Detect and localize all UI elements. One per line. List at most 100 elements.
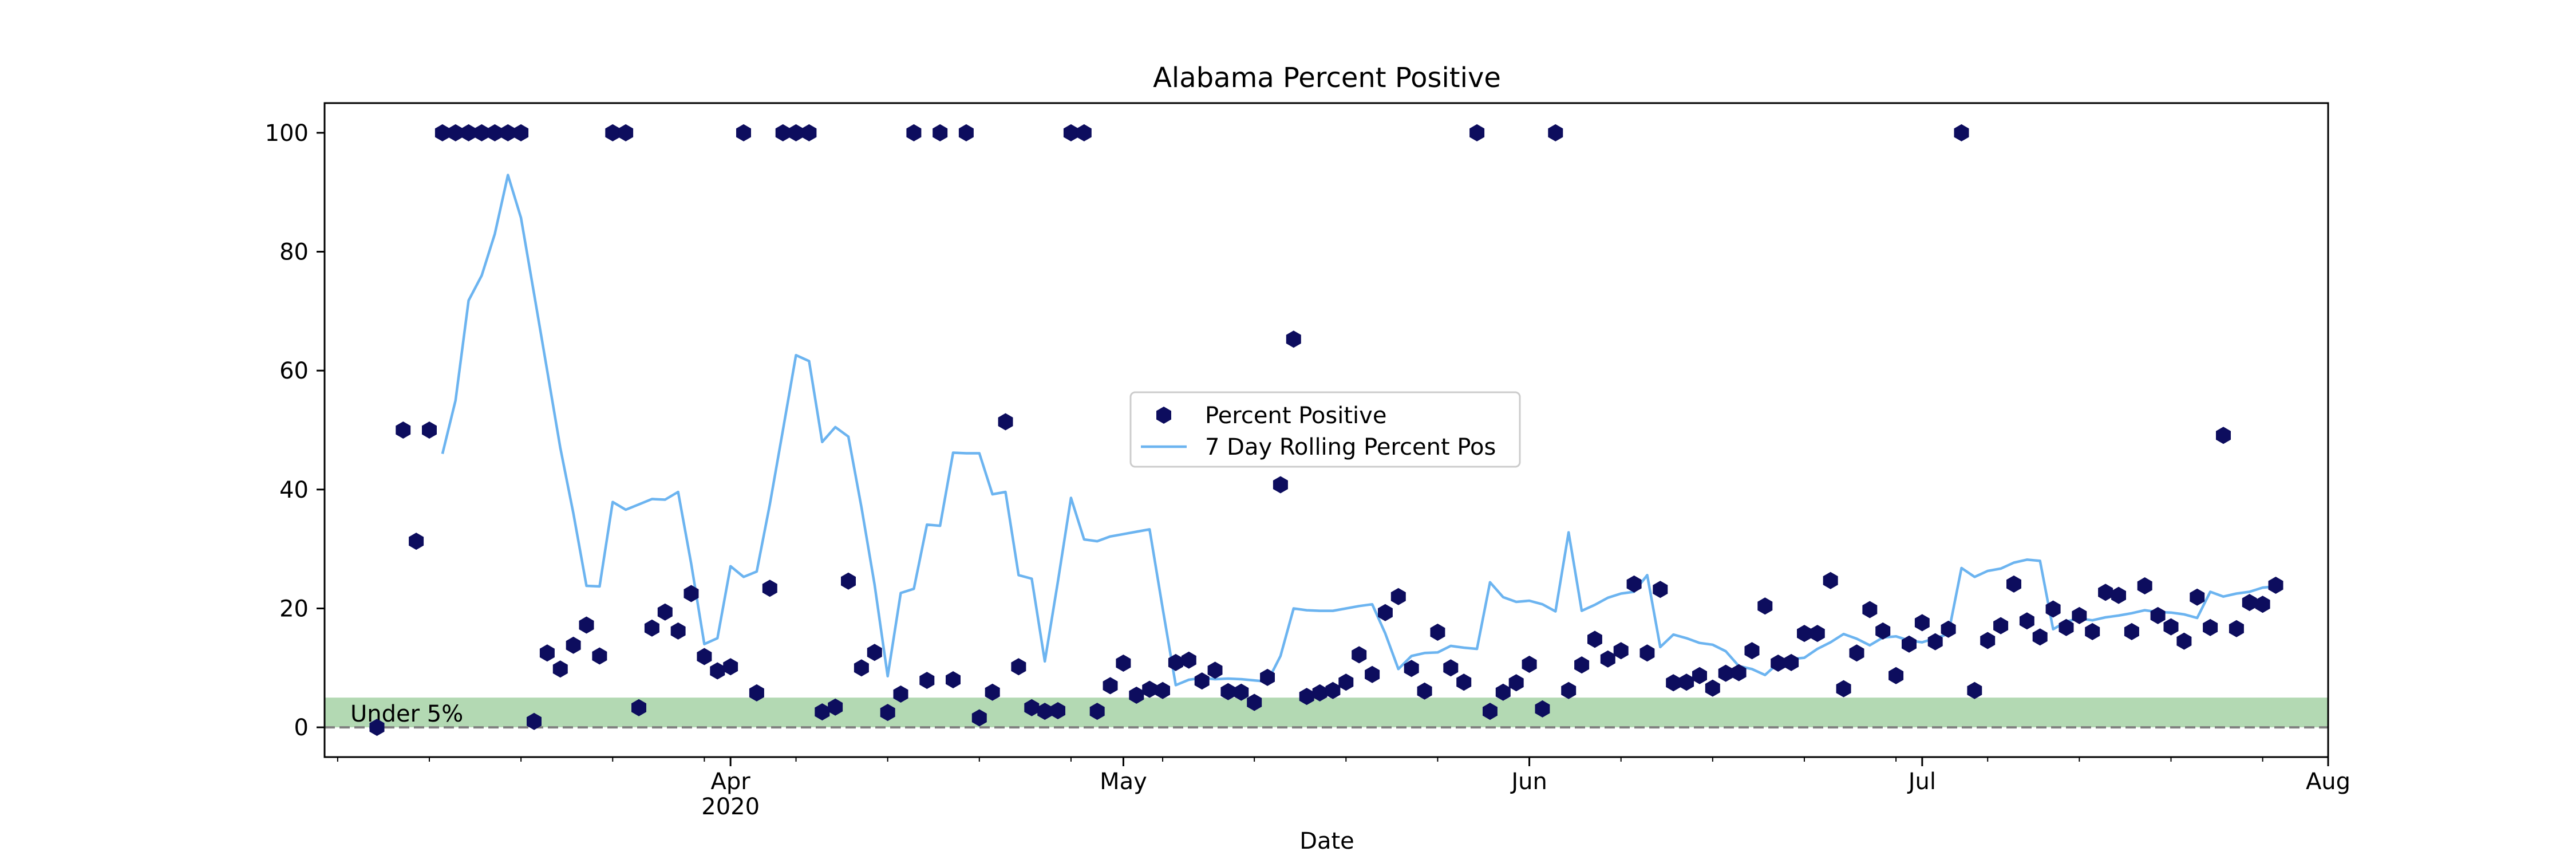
data-point bbox=[1548, 124, 1563, 141]
data-point bbox=[867, 644, 882, 661]
data-point bbox=[788, 124, 804, 141]
data-point bbox=[1522, 656, 1537, 673]
data-point bbox=[1076, 124, 1092, 141]
data-point bbox=[448, 124, 463, 141]
data-point bbox=[946, 671, 961, 688]
data-point bbox=[2059, 618, 2074, 636]
data-point bbox=[1902, 635, 1917, 653]
data-point bbox=[1705, 679, 1720, 697]
data-point bbox=[919, 672, 935, 689]
data-point bbox=[422, 421, 437, 439]
data-point bbox=[893, 685, 908, 703]
data-point bbox=[1784, 653, 1799, 671]
rolling-line bbox=[441, 174, 2276, 687]
data-point bbox=[1574, 656, 1590, 674]
x-tick-label: Jul bbox=[1907, 769, 1936, 795]
data-point bbox=[1378, 604, 1393, 621]
data-point bbox=[1639, 644, 1655, 662]
data-point bbox=[1168, 653, 1183, 671]
data-point bbox=[933, 124, 948, 141]
data-point bbox=[2190, 588, 2205, 606]
data-point bbox=[1011, 658, 1026, 676]
data-point bbox=[670, 622, 686, 640]
data-point bbox=[828, 698, 843, 716]
data-point bbox=[1469, 124, 1485, 141]
data-point bbox=[2163, 618, 2179, 636]
legend-label-points: Percent Positive bbox=[1205, 403, 1386, 429]
data-point bbox=[723, 658, 738, 676]
data-point bbox=[775, 124, 791, 141]
data-point bbox=[2032, 628, 2048, 646]
data-point bbox=[2242, 594, 2257, 612]
data-point bbox=[474, 124, 489, 141]
data-point bbox=[1888, 667, 1904, 684]
data-point bbox=[2006, 575, 2021, 593]
data-point bbox=[1260, 668, 1275, 686]
data-point bbox=[1273, 476, 1288, 494]
data-point bbox=[1718, 664, 1733, 682]
data-point bbox=[1404, 660, 1419, 677]
data-point bbox=[1089, 703, 1105, 720]
data-point bbox=[1771, 655, 1786, 672]
data-point bbox=[854, 659, 869, 677]
x-tick-label: Apr bbox=[711, 769, 751, 795]
data-point bbox=[1181, 651, 1196, 669]
data-point bbox=[1954, 124, 1969, 141]
data-point bbox=[1692, 667, 1707, 684]
data-point bbox=[2137, 577, 2152, 594]
data-point bbox=[2072, 606, 2087, 624]
data-point bbox=[1286, 330, 1301, 348]
data-point bbox=[1613, 642, 1629, 660]
data-point bbox=[1207, 661, 1223, 679]
data-point bbox=[1587, 631, 1602, 648]
data-point bbox=[1194, 672, 1210, 690]
data-point bbox=[579, 616, 594, 634]
data-point bbox=[1430, 624, 1445, 641]
data-point bbox=[500, 124, 516, 141]
data-point bbox=[1836, 680, 1851, 698]
data-point bbox=[2019, 612, 2034, 630]
legend-label-line: 7 Day Rolling Percent Pos bbox=[1205, 434, 1496, 460]
data-point bbox=[880, 704, 895, 722]
data-point bbox=[1875, 622, 1891, 640]
data-point bbox=[710, 662, 725, 680]
data-point bbox=[1247, 693, 1262, 711]
data-point bbox=[736, 124, 751, 141]
data-point bbox=[958, 124, 974, 141]
data-point bbox=[2150, 606, 2166, 624]
data-point bbox=[1220, 683, 1236, 700]
x-axis-title: Date bbox=[1299, 828, 1354, 854]
data-point bbox=[2085, 622, 2100, 640]
data-point bbox=[1862, 601, 1878, 618]
data-point bbox=[1338, 673, 1354, 691]
data-point bbox=[1809, 625, 1825, 643]
data-point bbox=[1849, 644, 1864, 662]
data-point bbox=[1980, 632, 1996, 649]
data-point bbox=[1744, 642, 1760, 660]
data-point bbox=[1234, 683, 1249, 701]
data-point bbox=[1325, 681, 1341, 699]
y-tick-label: 60 bbox=[279, 358, 309, 384]
data-point bbox=[815, 703, 830, 721]
data-point bbox=[1626, 575, 1642, 593]
data-point bbox=[1731, 664, 1747, 681]
data-point bbox=[1653, 581, 1668, 598]
data-point bbox=[2176, 632, 2192, 650]
data-point bbox=[1024, 699, 1040, 716]
legend-box bbox=[1129, 391, 1521, 468]
data-point bbox=[2229, 620, 2244, 637]
data-point bbox=[1927, 633, 1943, 651]
plot-frame bbox=[323, 102, 2329, 758]
data-point bbox=[1390, 588, 1406, 605]
data-point bbox=[657, 603, 673, 621]
x-tick-label: Aug bbox=[2306, 769, 2350, 795]
data-point bbox=[1483, 703, 1498, 720]
data-point bbox=[1600, 650, 1615, 668]
data-point bbox=[631, 699, 646, 716]
data-point bbox=[2216, 427, 2231, 444]
reference-band bbox=[325, 698, 2328, 728]
data-point bbox=[1495, 683, 1511, 701]
data-point bbox=[2111, 586, 2126, 604]
